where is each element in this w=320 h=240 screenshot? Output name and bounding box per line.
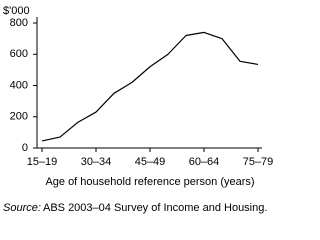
y-tick-label: 200 [10, 111, 28, 123]
x-axis-title: Age of household reference person (years… [45, 176, 254, 188]
y-tick-label: 0 [22, 142, 28, 154]
x-tick-label: 60–64 [189, 156, 220, 168]
x-tick-label: 75–79 [243, 156, 274, 168]
y-tick-label: 600 [10, 48, 28, 60]
x-tick-label: 15–19 [27, 156, 58, 168]
source-text: ABS 2003–04 Survey of Income and Housing… [43, 202, 267, 214]
page: {"chart_data": { "type": "line", "y_unit… [3, 4, 274, 214]
y-unit-label: $'000 [3, 5, 30, 17]
chart: $'000 Age of household reference person … [3, 5, 274, 214]
x-tick-label: 30–34 [81, 156, 112, 168]
y-tick-label: 400 [10, 79, 28, 91]
data-line [41, 31, 259, 142]
x-tick-label: 45–49 [135, 156, 166, 168]
source-label: Source: [3, 202, 41, 214]
y-tick-label: 800 [10, 17, 28, 29]
